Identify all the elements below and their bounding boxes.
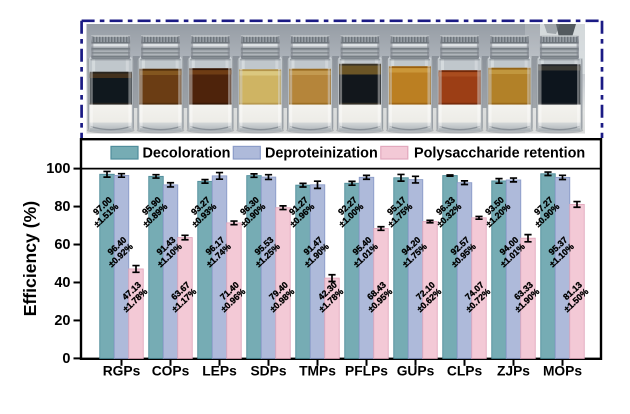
svg-text:PFLPs: PFLPs	[345, 364, 388, 379]
svg-text:SDPs: SDPs	[250, 364, 286, 379]
svg-text:60: 60	[54, 237, 70, 253]
svg-text:80: 80	[54, 199, 70, 215]
svg-text:CLPs: CLPs	[447, 364, 483, 379]
svg-text:Efficiency (%): Efficiency (%)	[20, 201, 40, 316]
svg-text:TMPs: TMPs	[299, 364, 336, 379]
svg-text:Polysaccharide retention: Polysaccharide retention	[414, 146, 585, 162]
svg-text:Deproteinization: Deproteinization	[265, 146, 378, 162]
svg-text:Decoloration: Decoloration	[143, 146, 231, 162]
svg-text:0: 0	[62, 351, 70, 367]
svg-text:GUPs: GUPs	[397, 364, 435, 379]
svg-text:LEPs: LEPs	[202, 364, 237, 379]
svg-text:20: 20	[54, 313, 70, 329]
svg-text:100: 100	[46, 161, 70, 177]
svg-text:ZJPs: ZJPs	[497, 364, 530, 379]
svg-text:RGPs: RGPs	[103, 364, 141, 379]
svg-text:40: 40	[54, 275, 70, 291]
svg-text:COPs: COPs	[152, 364, 190, 379]
svg-text:MOPs: MOPs	[543, 364, 582, 379]
